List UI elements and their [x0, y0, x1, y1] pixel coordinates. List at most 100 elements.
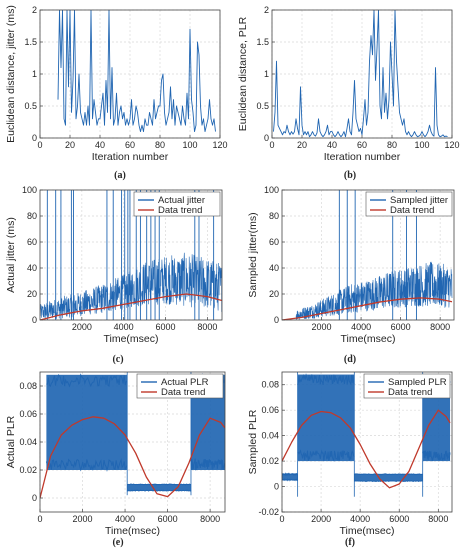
y-tick-label: 0 — [264, 133, 269, 143]
plr-block-edge — [353, 473, 423, 476]
y-tick-label: 40 — [27, 263, 37, 273]
y-axis-label: Euclidean distance, jitter (ms) — [5, 5, 17, 143]
plr-block-edge — [354, 479, 423, 483]
legend-entry: Data trend — [388, 387, 432, 398]
chart-panel-2: 0 20 40 60 80 100 120 0 0.5 1 1.5 2 Iteration number… — [237, 5, 460, 181]
y-tick-label: 0.06 — [19, 409, 37, 419]
y-tick-label: 40 — [269, 263, 279, 273]
y-tick-label: 1 — [32, 69, 37, 79]
x-tick-label: 4000 — [114, 322, 134, 332]
y-tick-label: 0.06 — [261, 405, 279, 415]
x-axis-label: Time(msec) — [339, 525, 394, 537]
plot-series-group — [57, 10, 216, 133]
y-tick-label: 0 — [32, 493, 37, 503]
y-tick-label: 80 — [27, 211, 37, 221]
chart-panel-4: 2000 4000 6000 8000 0 20 40 60 80 100 Time(msec) Sa… — [247, 185, 455, 365]
x-tick-label: 120 — [212, 140, 227, 150]
legend-box — [365, 191, 453, 217]
plr-block-edge — [282, 478, 299, 482]
y-tick-label: 0.08 — [261, 380, 279, 390]
x-tick-label: 100 — [182, 140, 197, 150]
panel-caption: (b) — [344, 170, 356, 181]
noise-series-1 — [295, 261, 453, 320]
x-tick-label: 6000 — [391, 322, 411, 332]
plr-block-2 — [127, 484, 191, 491]
x-tick-label: 6000 — [389, 514, 409, 524]
x-tick-label: 8000 — [428, 514, 448, 524]
y-tick-label: 0.04 — [19, 437, 37, 447]
panel-caption: (a) — [114, 170, 126, 181]
plr-block-3 — [354, 473, 423, 482]
legend-entry: Data trend — [161, 387, 205, 398]
legend-entry: Data trend — [158, 205, 202, 216]
chart-panel-6: 0 2000 4000 6000 8000-0.0200.020.040.060.08T… — [247, 371, 453, 548]
x-tick-label: 4000 — [350, 514, 370, 524]
y-tick-label: 0.02 — [261, 456, 279, 466]
trend-line-2 — [40, 293, 222, 320]
plr-block-edge — [190, 458, 225, 471]
y-tick-label: 0.5 — [256, 101, 269, 111]
y-tick-label: 0 — [32, 133, 37, 143]
legend-entry: Data trend — [390, 205, 434, 216]
y-tick-label: 0.04 — [261, 431, 279, 441]
y-tick-label: 60 — [27, 237, 37, 247]
legend-entry: Actual PLR — [161, 377, 209, 388]
plr-block-edge — [126, 489, 192, 492]
y-tick-label: 0.5 — [24, 101, 37, 111]
x-tick-label: 20 — [65, 140, 75, 150]
plr-block-2 — [297, 374, 355, 462]
y-tick-label: 0 — [32, 315, 37, 325]
plr-block-edge — [282, 472, 298, 477]
x-axis-label: Iteration number — [92, 151, 169, 163]
x-tick-label: 2000 — [73, 514, 93, 524]
y-tick-label: 1 — [264, 69, 269, 79]
trend-line-2 — [40, 416, 225, 499]
y-tick-label: 80 — [269, 211, 279, 221]
x-axis-label: Time(msec) — [105, 525, 160, 537]
y-axis-label: Actual jitter (ms) — [5, 217, 17, 293]
y-tick-label: 1.5 — [24, 37, 37, 47]
y-tick-label: 20 — [269, 289, 279, 299]
x-axis-label: Iteration number — [324, 151, 401, 163]
y-tick-label: 100 — [264, 185, 279, 195]
plot-series-group — [282, 190, 453, 320]
x-tick-label: 80 — [155, 140, 165, 150]
y-tick-label: 0.08 — [19, 381, 37, 391]
x-tick-label: 40 — [95, 140, 105, 150]
y-tick-label: 100 — [22, 185, 37, 195]
series-line-1 — [273, 10, 448, 138]
chart-panel-3: 2000 4000 6000 8000 0 20 40 60 80 100 Time(msec) Ac… — [5, 185, 223, 365]
chart-panel-1: 0 20 40 60 80 100 120 0 0.5 1 1.5 2 Iteration number… — [5, 5, 228, 181]
plot-frame — [281, 189, 455, 321]
x-axis-label: Time(msec) — [340, 333, 395, 345]
plr-block-edge — [46, 373, 128, 388]
trend-line-2 — [282, 297, 453, 320]
plr-block-edge — [45, 458, 128, 472]
trend-line-2 — [282, 409, 451, 489]
x-tick-label: 0 — [37, 140, 42, 150]
legend-entry: Sampled jitter — [390, 195, 448, 206]
x-tick-label: 2000 — [311, 514, 331, 524]
x-axis-label: Time(msec) — [103, 333, 158, 345]
x-tick-label: 6000 — [156, 322, 176, 332]
y-tick-label: 2 — [32, 5, 37, 15]
x-tick-label: 80 — [387, 140, 397, 150]
plr-block-edge — [422, 450, 451, 462]
plr-block-edge — [297, 449, 355, 462]
legend-entry: Sampled PLR — [388, 377, 447, 388]
y-axis-label: Sampled PLR — [247, 409, 259, 474]
y-axis-label: Euclidean distance, PLR — [237, 16, 249, 131]
legend-entry: Actual jitter — [158, 195, 205, 206]
panel-caption: (c) — [112, 354, 123, 365]
legend-box — [136, 373, 224, 399]
x-tick-label: 8000 — [430, 322, 450, 332]
plr-block-edge — [127, 483, 192, 486]
x-tick-label: 60 — [125, 140, 135, 150]
x-tick-label: 100 — [414, 140, 429, 150]
panel-caption: (d) — [344, 354, 356, 365]
y-tick-label: -0.02 — [258, 507, 279, 517]
